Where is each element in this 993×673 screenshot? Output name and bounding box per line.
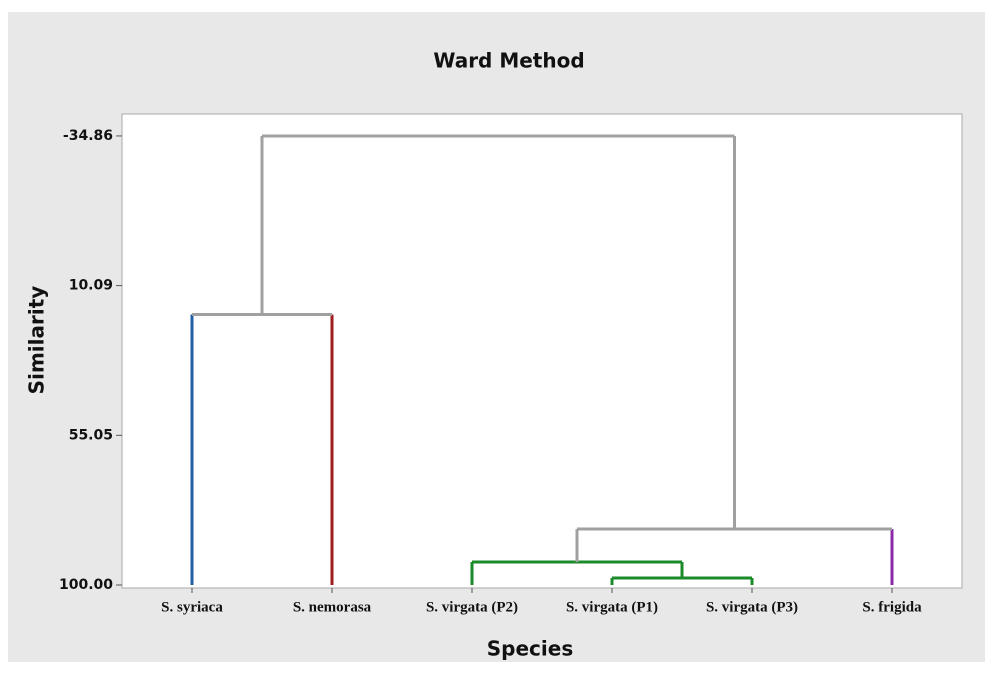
chart-title: Ward Method [433,49,584,73]
x-tick-label: S. syriaca [161,599,223,615]
x-tick-label: S. nemorasa [293,599,372,615]
y-tick-label: 55.05 [69,427,113,443]
y-tick-label: 100.00 [59,577,113,593]
y-tick-label: 10.09 [69,278,113,294]
x-tick-label: S. virgata (P2) [426,599,518,615]
y-axis-label: Similarity [25,286,49,395]
y-tick-label: -34.86 [63,128,113,144]
plot-area [121,113,963,589]
x-tick-label: S. virgata (P1) [566,599,658,615]
x-axis-label: Species [487,637,573,661]
x-tick-label: S. frigida [862,599,922,615]
x-tick-label: S. virgata (P3) [706,599,798,615]
